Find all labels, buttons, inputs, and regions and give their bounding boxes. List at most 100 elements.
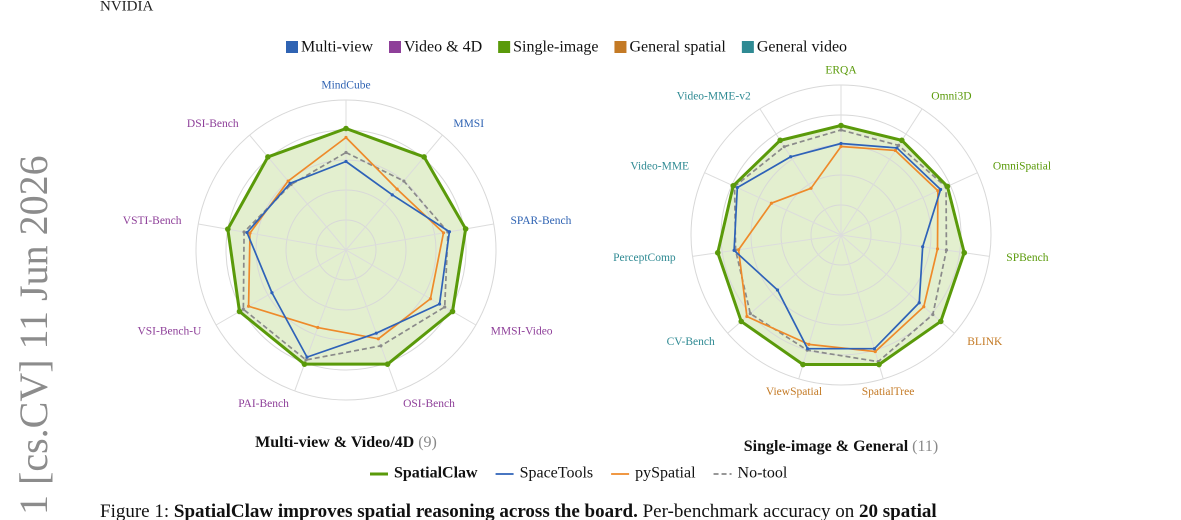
radar-point: [246, 304, 251, 308]
axis-label: DSI-Bench: [187, 118, 239, 130]
legend-label: SpaceTools: [520, 465, 594, 482]
axis-label: OSI-Bench: [403, 398, 455, 410]
radar-point: [806, 347, 810, 351]
radar-point: [402, 179, 406, 183]
axis-label: OmniSpatial: [993, 161, 1051, 173]
caption-bold-end: 20 spatial: [859, 501, 937, 520]
radar-point: [270, 291, 274, 295]
axis-label: Omni3D: [931, 91, 971, 103]
chart-title-text: Single-image & General: [744, 438, 909, 455]
radar-point: [286, 179, 290, 183]
radar-point: [809, 186, 813, 190]
chart-title-text: Multi-view & Video/4D: [255, 434, 414, 451]
radar-point: [301, 361, 308, 367]
group-legend-label: General video: [757, 39, 847, 56]
spoke: [345, 223, 494, 251]
radar-point: [421, 154, 427, 160]
radar-point: [896, 143, 901, 148]
radar-point: [304, 358, 308, 362]
radar-point: [800, 361, 806, 368]
axis-label: SPAR-Bench: [510, 215, 571, 227]
radar-point: [343, 125, 349, 132]
group-legend-swatch: [741, 41, 754, 53]
radar-point: [241, 307, 245, 311]
radar-point: [236, 308, 243, 315]
caption-label: Figure 1:: [100, 501, 169, 520]
radar-point: [730, 182, 737, 189]
radar-point: [242, 230, 246, 234]
caption-text: Per-benchmark accuracy on: [643, 501, 855, 520]
radar-point: [316, 325, 320, 330]
radar-point: [935, 247, 940, 251]
legend-label: SpatialClaw: [394, 465, 478, 482]
group-legend-label: General spatial: [629, 39, 726, 56]
caption: Figure 1: SpatialClaw improves spatial r…: [100, 501, 937, 520]
radar-point: [872, 347, 876, 351]
axis-label: ViewSpatial: [766, 386, 822, 398]
chart-title: Single-image & General (11): [744, 438, 938, 455]
radar-point: [449, 308, 456, 315]
radar-point: [245, 230, 249, 235]
radar-point: [225, 226, 231, 232]
legend-label: pySpatial: [635, 465, 696, 482]
spoke: [345, 249, 398, 392]
axis-label: PerceptComp: [613, 252, 676, 264]
radar-line: [716, 124, 966, 367]
caption-bold: SpatialClaw improves spatial reasoning a…: [174, 501, 638, 520]
radar-point: [390, 193, 394, 197]
axis-label: VSI-Bench-U: [137, 326, 202, 338]
axis-label: CV-Bench: [667, 336, 715, 348]
radar-point: [374, 331, 378, 335]
radar-point: [714, 249, 721, 256]
radar-point: [775, 288, 780, 292]
radar-point: [922, 305, 926, 309]
radar-point: [732, 248, 736, 252]
radar-point: [428, 297, 433, 301]
axis-label: PAI-Bench: [238, 398, 289, 410]
radar-point: [395, 187, 399, 191]
radar-line: [226, 127, 468, 366]
radar-point: [748, 311, 752, 316]
radar-point: [895, 146, 899, 150]
radar-point: [384, 361, 391, 367]
side-stamp: 1 [cs.CV] 11 Jun 2026: [11, 155, 56, 515]
radar-point: [248, 231, 252, 235]
spoke: [840, 234, 884, 380]
radar-line: [246, 160, 451, 358]
radar-point: [939, 187, 943, 192]
radar-point: [265, 154, 271, 160]
spoke: [249, 134, 347, 251]
radar-point: [462, 226, 469, 232]
radar-line: [733, 129, 948, 363]
radar-point: [344, 135, 348, 140]
radar-line: [733, 142, 942, 350]
chart-title: Multi-view & Video/4D (9): [255, 434, 437, 451]
radar-point: [899, 137, 905, 144]
radar-point: [921, 245, 925, 249]
radar-area: [717, 125, 965, 365]
radar-point: [876, 361, 882, 368]
legend-label: No-tool: [738, 465, 788, 482]
radar-point: [441, 231, 446, 235]
axis-label: Video-MME-v2: [677, 91, 751, 103]
radar-point: [745, 314, 749, 319]
radar-point: [937, 318, 944, 325]
header: NVIDIA: [100, 0, 153, 14]
radar-point: [344, 159, 348, 164]
group-legend-swatch: [286, 41, 298, 53]
spoke: [294, 249, 347, 392]
axis-label: ERQA: [825, 65, 857, 77]
radar-point: [807, 342, 811, 346]
radar-line: [242, 151, 449, 361]
axis-label: BLINK: [967, 336, 1003, 348]
radar-point: [961, 249, 968, 256]
radar-point: [769, 201, 774, 205]
radar-point: [738, 318, 745, 325]
radar-point: [437, 302, 442, 306]
radar-point: [777, 137, 783, 144]
radar-point: [447, 230, 452, 234]
radar-point: [944, 248, 949, 252]
axis-label: MMSI-Video: [491, 326, 553, 338]
radar-point: [736, 248, 741, 252]
